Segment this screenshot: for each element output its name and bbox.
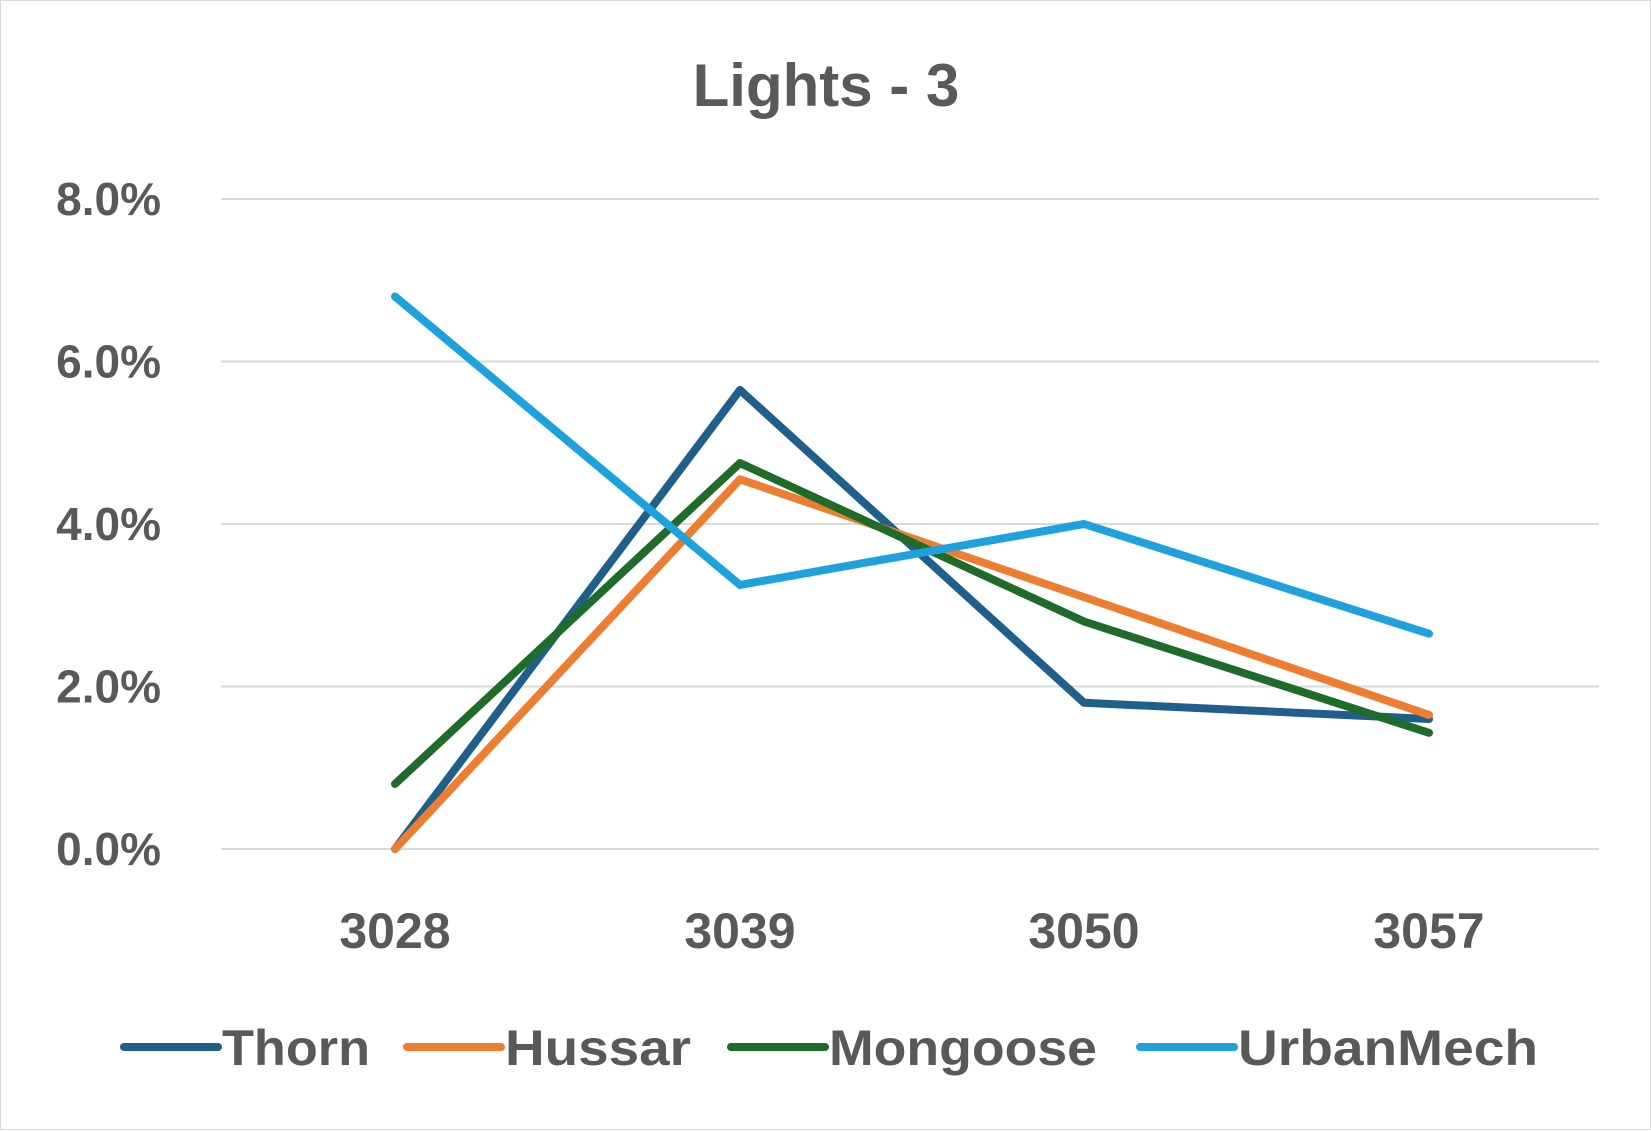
x-tick-label: 3057 — [1373, 903, 1484, 959]
legend-label: Mongoose — [829, 1020, 1097, 1076]
series-line-mongoose — [391, 459, 1433, 788]
series-line-thorn — [391, 385, 1433, 853]
legend: Thorn Hussar Mongoose UrbanMech — [120, 1020, 1538, 1076]
gridlines — [221, 198, 1599, 850]
y-tick-label: 6.0% — [56, 336, 161, 388]
y-tick-label: 8.0% — [56, 173, 161, 225]
y-tick-label: 2.0% — [56, 661, 161, 713]
x-tick-label: 3028 — [339, 903, 450, 959]
x-tick-label: 3039 — [684, 903, 795, 959]
legend-label: Thorn — [222, 1020, 370, 1076]
x-axis-ticks: 3028 3039 3050 3057 — [339, 903, 1484, 959]
legend-label: Hussar — [505, 1020, 691, 1076]
y-tick-label: 4.0% — [56, 498, 161, 550]
legend-label: UrbanMech — [1238, 1020, 1538, 1076]
series-lines — [391, 292, 1433, 853]
y-tick-label: 0.0% — [56, 823, 161, 875]
series-line-urbanmech — [391, 292, 1433, 638]
chart-title: Lights - 3 — [693, 52, 960, 119]
x-tick-label: 3050 — [1028, 903, 1139, 959]
y-axis-ticks: 0.0% 2.0% 4.0% 6.0% 8.0% — [56, 173, 161, 875]
series-line-hussar — [391, 475, 1433, 853]
